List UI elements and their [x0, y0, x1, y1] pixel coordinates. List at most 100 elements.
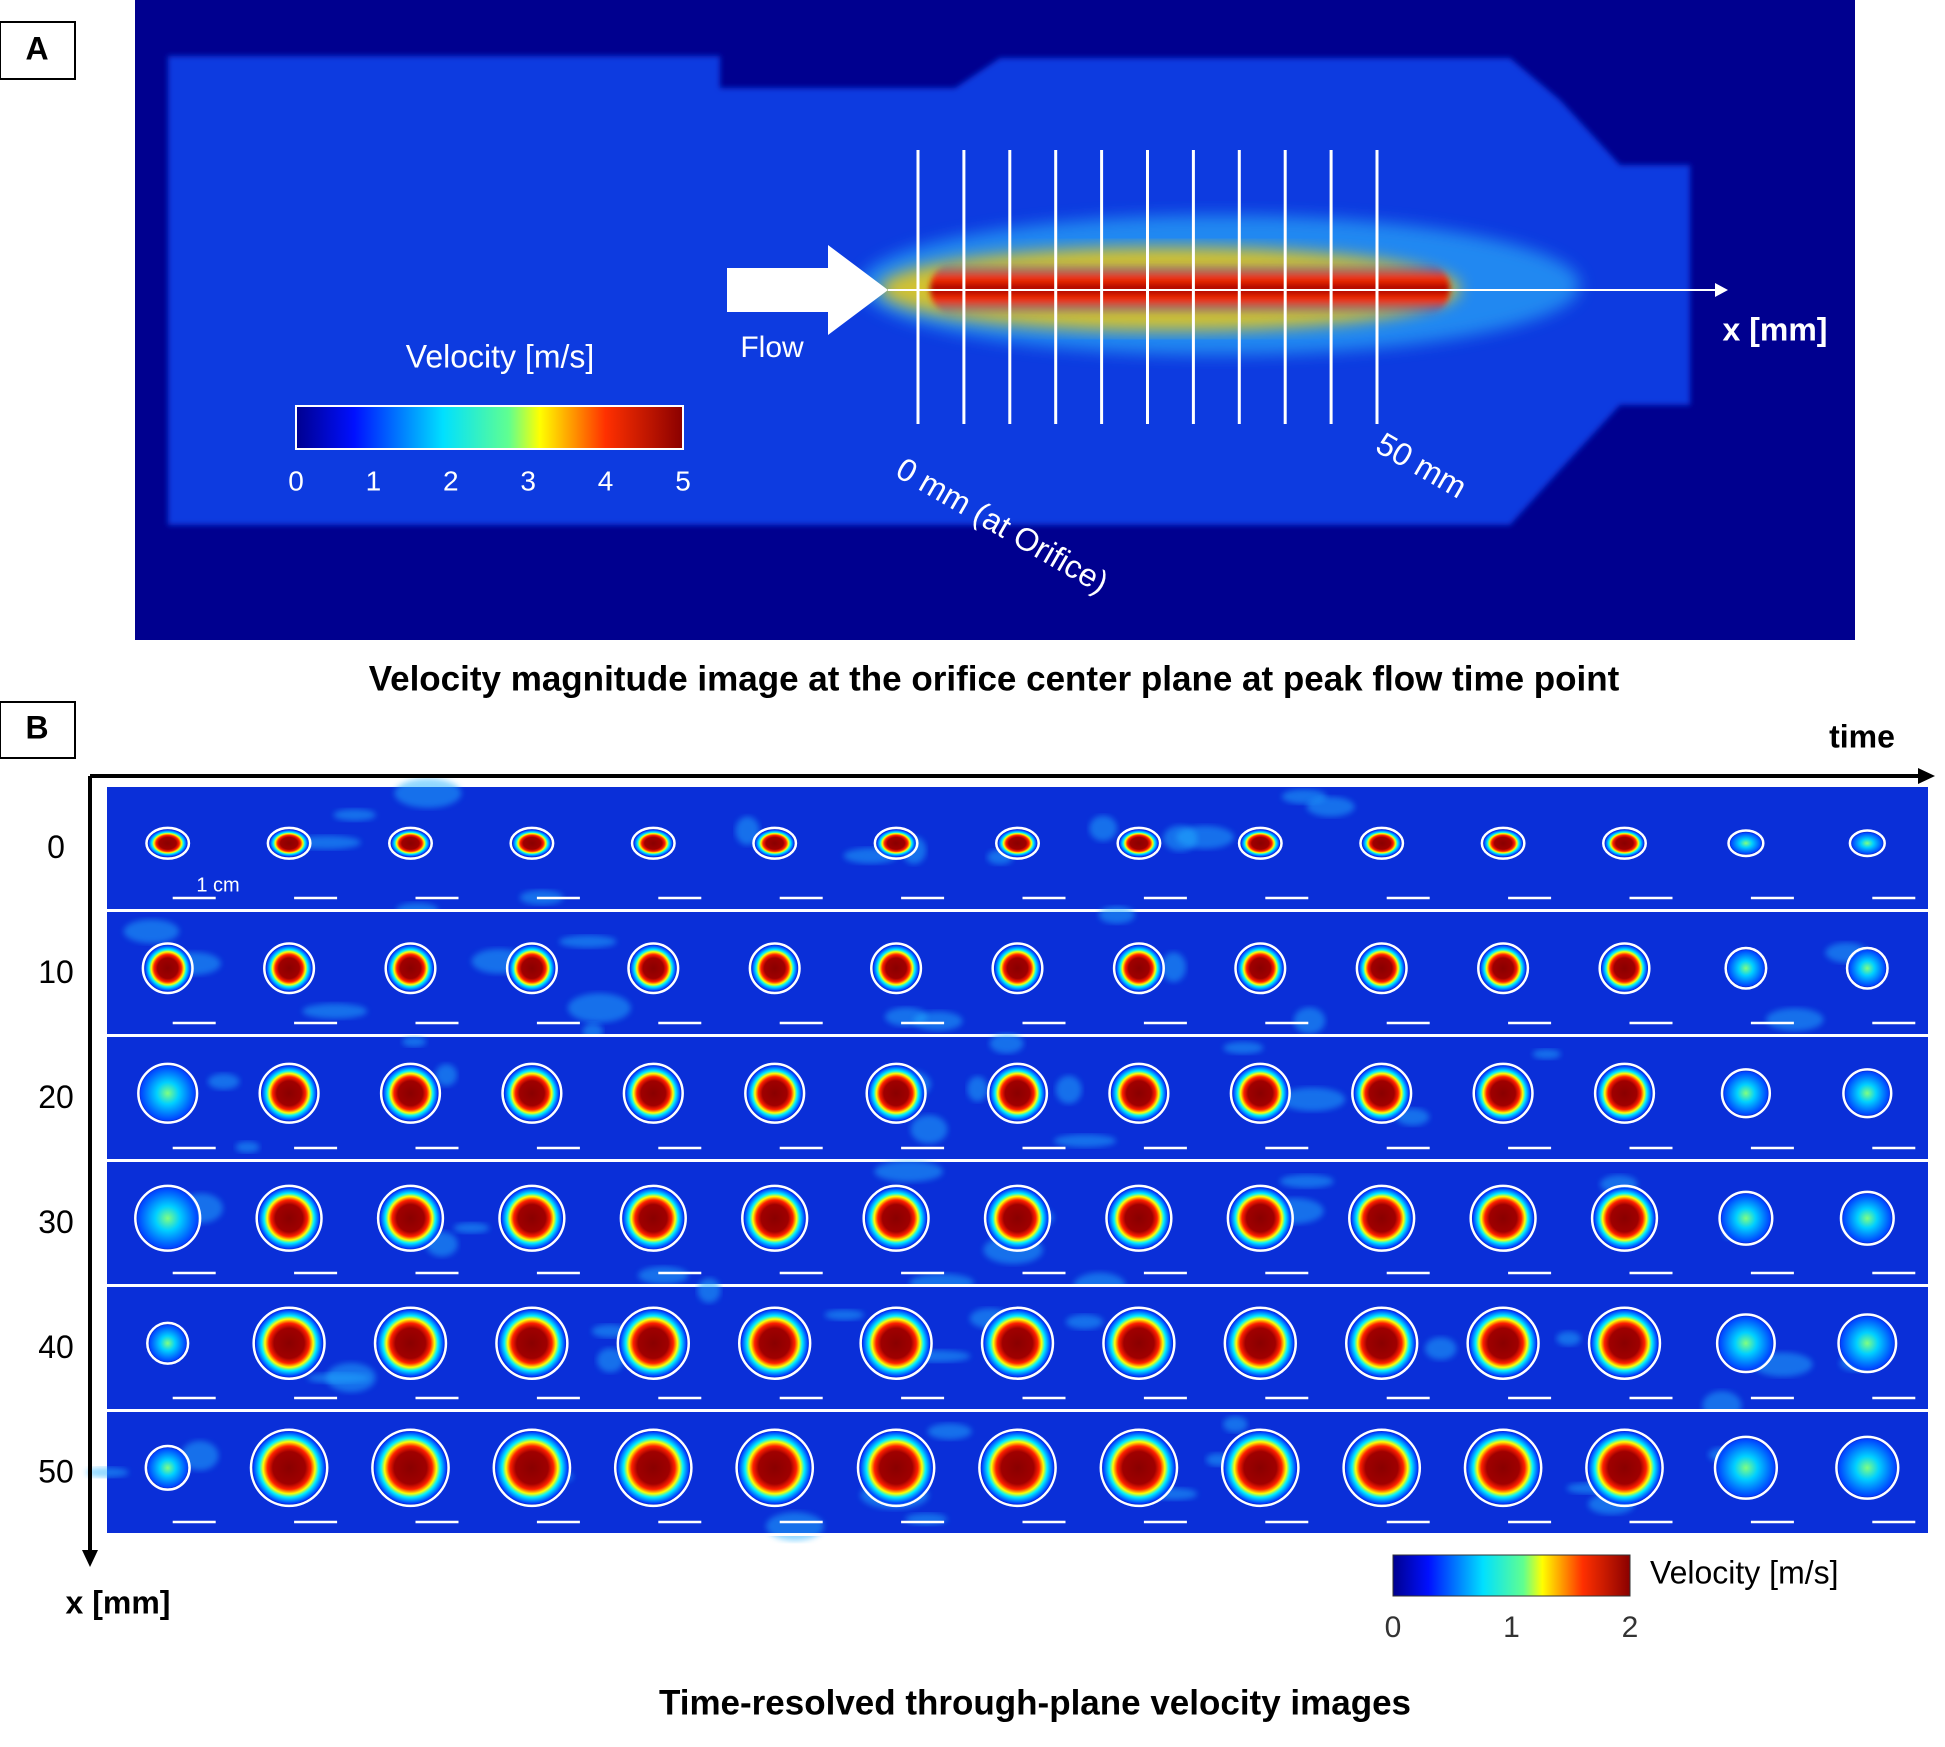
- noise: [1098, 906, 1135, 924]
- noise: [1223, 1041, 1264, 1054]
- time-arrow: [1918, 768, 1935, 784]
- jet-section: [1102, 1431, 1175, 1504]
- jet-section: [1851, 832, 1883, 854]
- jet-section: [1605, 829, 1644, 857]
- jet-section: [1591, 1309, 1658, 1377]
- jet-section: [504, 1065, 560, 1121]
- jet-contour: [741, 1184, 809, 1252]
- jet-contour: [505, 942, 558, 995]
- noise: [697, 1278, 721, 1303]
- jet-contour: [619, 1184, 687, 1252]
- jet-contour: [1480, 826, 1526, 860]
- jet-contour: [1466, 1306, 1540, 1380]
- jet-section: [1467, 1431, 1540, 1504]
- jet-section: [1354, 1065, 1410, 1121]
- velocity-grid: [85, 778, 1928, 1541]
- jet-contour: [1342, 1428, 1422, 1508]
- jet-section: [1475, 1065, 1531, 1121]
- row-label: 0: [47, 829, 65, 865]
- jet-section: [1472, 1187, 1534, 1249]
- row-label: 10: [38, 954, 74, 990]
- jet-section: [377, 1309, 444, 1377]
- jet-contour: [258, 1062, 320, 1124]
- jet-section: [1229, 1187, 1291, 1249]
- noise: [559, 935, 617, 948]
- row-label: 50: [38, 1453, 74, 1489]
- jet-section: [383, 1065, 438, 1121]
- time-label: time: [1829, 718, 1895, 754]
- jet-contour: [252, 1306, 326, 1380]
- jet-section: [147, 1447, 188, 1488]
- x-axis-arrow: [1715, 283, 1728, 297]
- jet-contour: [1099, 1428, 1179, 1508]
- row-label: 40: [38, 1329, 74, 1365]
- jet-section: [1116, 945, 1162, 992]
- noise: [326, 1362, 376, 1393]
- jet-section: [868, 1065, 924, 1121]
- noise: [1556, 1331, 1581, 1346]
- jet-contour: [1718, 1190, 1774, 1246]
- jet-contour: [986, 1062, 1049, 1124]
- noise: [1223, 1416, 1248, 1433]
- colorbar-tick-label: 1: [1503, 1611, 1520, 1644]
- jet-contour: [983, 1184, 1052, 1252]
- jet-contour: [748, 942, 801, 995]
- noise: [1176, 825, 1234, 849]
- noise: [207, 1073, 240, 1090]
- noise: [1161, 952, 1186, 983]
- jet-section: [258, 1187, 320, 1249]
- jet-contour: [1713, 1435, 1779, 1500]
- jet-section: [1348, 1309, 1416, 1377]
- jet-section: [998, 829, 1037, 857]
- colorbar-tick-label: 5: [675, 465, 691, 496]
- jet-contour: [1351, 1062, 1413, 1124]
- jet-contour: [1226, 1184, 1294, 1252]
- jet-section: [1237, 945, 1284, 992]
- jet-contour: [498, 1184, 566, 1252]
- noise: [1532, 1049, 1561, 1060]
- caption: Velocity magnitude image at the orifice …: [369, 659, 1620, 698]
- jet-contour: [1837, 1313, 1898, 1374]
- flow-label: Flow: [740, 331, 804, 364]
- jet-contour: [266, 826, 312, 860]
- noise: [967, 1076, 988, 1102]
- jet-section: [374, 1431, 447, 1504]
- noise: [1279, 1174, 1334, 1188]
- colorbar: [1392, 1554, 1631, 1597]
- colorbar: [295, 405, 684, 450]
- jet-section: [495, 1431, 568, 1504]
- jet-section: [501, 1187, 563, 1249]
- noise: [927, 1423, 972, 1440]
- jet-contour: [630, 826, 676, 860]
- jet-section: [981, 1431, 1054, 1504]
- noise: [426, 1231, 458, 1257]
- jet-section: [1838, 1438, 1897, 1497]
- noise: [1065, 1314, 1104, 1330]
- noise: [1766, 1008, 1824, 1031]
- jet-contour: [1112, 942, 1165, 995]
- jet-contour: [735, 1428, 815, 1508]
- jet-section: [994, 945, 1041, 992]
- jet-contour: [995, 826, 1040, 860]
- jet-contour: [856, 1428, 936, 1508]
- jet-contour: [991, 942, 1044, 995]
- noise: [874, 1160, 944, 1182]
- jet-section: [512, 829, 552, 857]
- jet-contour: [509, 826, 555, 860]
- jet-section: [1601, 945, 1648, 992]
- jet-contour: [144, 1444, 191, 1491]
- jet-contour: [978, 1428, 1057, 1508]
- jet-contour: [1223, 1306, 1297, 1380]
- jet-section: [1111, 1065, 1167, 1121]
- jet-contour: [627, 942, 680, 995]
- jet-section: [1724, 1071, 1768, 1116]
- jet-contour: [1842, 1068, 1893, 1119]
- noise: [1053, 1134, 1117, 1148]
- jet-section: [622, 1187, 684, 1249]
- jet-contour: [1355, 942, 1408, 995]
- colorbar-tick-label: 3: [520, 465, 536, 496]
- jet-contour: [145, 826, 191, 860]
- noise: [181, 1440, 219, 1471]
- noise: [596, 1348, 624, 1373]
